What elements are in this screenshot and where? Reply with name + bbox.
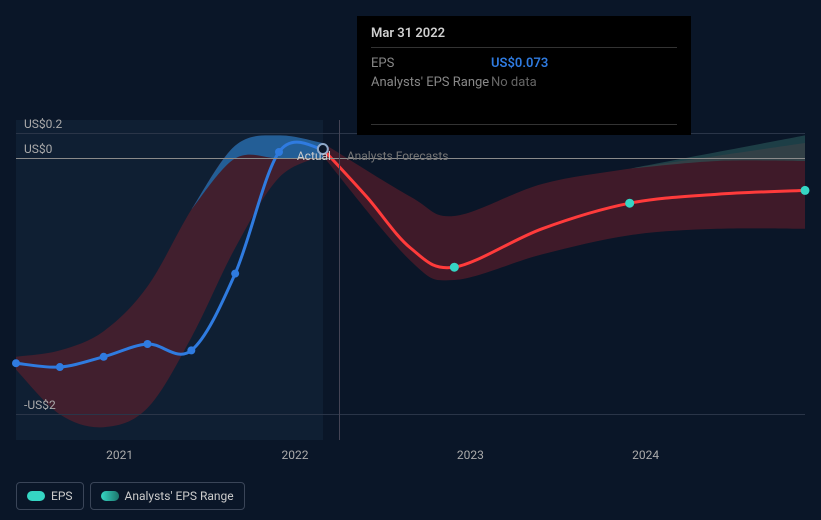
x-axis-label: 2023 [457,448,484,462]
legend-swatch [101,491,119,501]
tooltip-row-label: Analysts' EPS Range [371,75,491,90]
tooltip-row-label: EPS [371,56,491,71]
legend-item-range[interactable]: Analysts' EPS Range [90,482,245,510]
legend: EPS Analysts' EPS Range [16,482,245,510]
chart-tooltip: Mar 31 2022 EPS US$0.073 Analysts' EPS R… [357,16,691,135]
tooltip-vline [339,120,340,440]
x-axis-label: 2024 [632,448,659,462]
y-axis-label: -US$2 [24,398,56,412]
plot-area[interactable] [16,120,805,440]
forecast-region-label: Analysts Forecasts [347,149,449,163]
chart-svg [16,120,805,440]
legend-label: EPS [51,489,73,503]
actual-region-label: Actual [297,149,331,163]
legend-swatch [27,491,45,501]
legend-item-eps[interactable]: EPS [16,482,84,510]
y-axis-label: US$0.2 [24,117,62,131]
legend-label: Analysts' EPS Range [125,489,234,503]
x-axis-label: 2022 [282,448,309,462]
gridline [16,414,805,415]
x-axis-label: 2021 [106,448,133,462]
y-axis-label: US$0 [24,142,52,156]
tooltip-date: Mar 31 2022 [371,26,677,48]
tooltip-row-value: US$0.073 [491,56,548,71]
eps-chart: US$0.2US$0-US$2 2021202220232024 Actual … [16,0,805,465]
tooltip-row-value: No data [491,75,537,90]
